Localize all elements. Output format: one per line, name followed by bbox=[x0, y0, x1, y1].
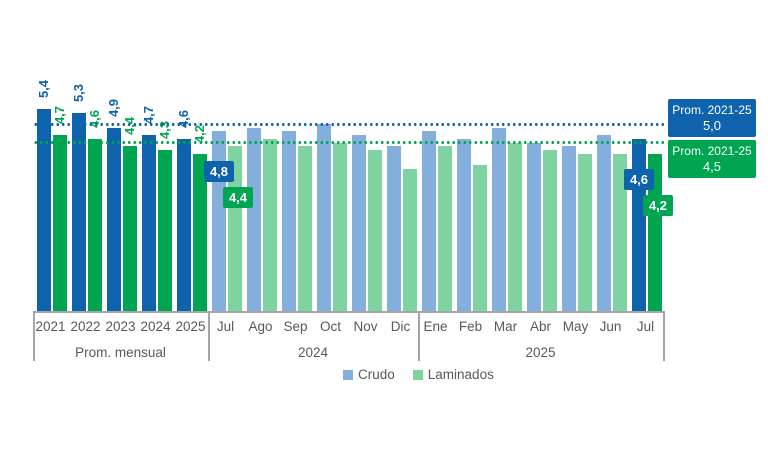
bar-crudo-abr-14 bbox=[527, 142, 541, 311]
bar-laminados-may-15 bbox=[578, 153, 592, 311]
refbox-crudo: Prom. 2021-25 5,0 bbox=[668, 99, 756, 137]
bar-laminados-abr-14 bbox=[543, 150, 557, 311]
axis-label-jul-5: Jul bbox=[216, 319, 235, 334]
legend: Crudo Laminados bbox=[343, 367, 494, 382]
refbox-line1: Prom. 2021-25 bbox=[672, 103, 752, 117]
bar-crudo-ene-11 bbox=[422, 131, 436, 311]
bar-crudo-2024-3 bbox=[142, 135, 156, 311]
legend-item-laminados: Laminados bbox=[412, 367, 494, 382]
bar-crudo-nov-9 bbox=[352, 135, 366, 311]
axis-label-may-15: May bbox=[562, 319, 589, 334]
axis-label-nov-9: Nov bbox=[353, 319, 378, 334]
bar-crudo-dic-10 bbox=[387, 146, 401, 311]
bar-crudo-2021-0 bbox=[37, 109, 51, 311]
bar-laminados-jul-17 bbox=[648, 153, 662, 311]
axis-label-2024-3: 2024 bbox=[140, 319, 171, 334]
value-label-crudo-2021: 5,4 bbox=[36, 80, 51, 99]
bar-crudo-sep-7 bbox=[282, 131, 296, 311]
value-label-crudo-2022: 5,3 bbox=[71, 83, 86, 102]
refbox-laminados: Prom. 2021-25 4,5 bbox=[668, 140, 756, 178]
axis-label-abr-14: Abr bbox=[529, 319, 551, 334]
bar-crudo-2025-4 bbox=[177, 138, 191, 311]
refbox-value: 5,0 bbox=[702, 118, 722, 133]
axis-divider-1 bbox=[208, 311, 210, 361]
axis-label-ago-6: Ago bbox=[248, 319, 273, 334]
axis-label-2025-4: 2025 bbox=[175, 319, 206, 334]
bar-crudo-jul-17 bbox=[632, 138, 646, 311]
bar-crudo-oct-8 bbox=[317, 124, 331, 311]
bar-crudo-jun-16 bbox=[597, 135, 611, 311]
axis-label-2023-2: 2023 bbox=[105, 319, 136, 334]
value-label-laminados-2025: 4,2 bbox=[192, 124, 207, 143]
refbox-value: 4,5 bbox=[702, 159, 722, 174]
bar-laminados-mar-13 bbox=[508, 142, 522, 311]
bar-laminados-ago-6 bbox=[263, 138, 277, 311]
callout-crudo-jul-5: 4,8 bbox=[204, 161, 234, 183]
bar-laminados-feb-12 bbox=[473, 165, 487, 311]
bar-crudo-mar-13 bbox=[492, 127, 506, 311]
axis-label-2021-0: 2021 bbox=[35, 319, 66, 334]
bar-laminados-2025-4 bbox=[193, 153, 207, 311]
axis-label-jun-16: Jun bbox=[599, 319, 622, 334]
value-label-crudo-2025: 4,6 bbox=[176, 109, 191, 128]
callout-laminados-jul-5: 4,4 bbox=[223, 187, 253, 209]
axis-label-jul-17: Jul bbox=[636, 319, 655, 334]
axis-label-ene-11: Ene bbox=[423, 319, 448, 334]
section-label-2025: 2025 bbox=[525, 345, 556, 360]
bar-laminados-nov-9 bbox=[368, 150, 382, 311]
axis-label-sep-7: Sep bbox=[283, 319, 308, 334]
bar-laminados-ene-11 bbox=[438, 146, 452, 311]
legend-swatch-laminados bbox=[412, 369, 423, 380]
legend-item-crudo: Crudo bbox=[343, 367, 395, 382]
axis-divider-3 bbox=[663, 311, 665, 361]
section-label-2024: 2024 bbox=[297, 345, 329, 360]
axis-label-feb-12: Feb bbox=[458, 319, 483, 334]
bar-laminados-oct-8 bbox=[333, 142, 347, 311]
axis-label-mar-13: Mar bbox=[493, 319, 518, 334]
bar-crudo-ago-6 bbox=[247, 127, 261, 311]
axis-label-oct-8: Oct bbox=[319, 319, 341, 334]
axis-label-dic-10: Dic bbox=[390, 319, 411, 334]
bar-laminados-2024-3 bbox=[158, 150, 172, 311]
refline-crudo bbox=[33, 122, 666, 126]
bar-crudo-feb-12 bbox=[457, 138, 471, 311]
refline-laminados bbox=[33, 141, 666, 145]
value-label-laminados-2021: 4,7 bbox=[52, 106, 67, 125]
axis-label-2022-1: 2022 bbox=[70, 319, 101, 334]
axis-divider-0 bbox=[33, 311, 35, 361]
bar-laminados-2021-0 bbox=[53, 135, 67, 311]
x-axis-line bbox=[33, 311, 663, 313]
section-label-prom-mensual: Prom. mensual bbox=[75, 345, 166, 360]
bar-crudo-jul-5 bbox=[212, 131, 226, 311]
bar-laminados-2022-1 bbox=[88, 138, 102, 311]
bar-laminados-jun-16 bbox=[613, 153, 627, 311]
refbox-line1: Prom. 2021-25 bbox=[672, 144, 752, 158]
legend-swatch-crudo bbox=[343, 369, 353, 380]
value-label-laminados-2022: 4,6 bbox=[87, 109, 102, 128]
callout-crudo-jul-17: 4,6 bbox=[624, 168, 654, 190]
bar-crudo-2023-2 bbox=[107, 127, 121, 311]
bar-crudo-may-15 bbox=[562, 146, 576, 311]
legend-label-laminados: Laminados bbox=[427, 367, 494, 382]
bar-laminados-sep-7 bbox=[298, 146, 312, 311]
bar-laminados-2023-2 bbox=[123, 146, 137, 311]
callout-laminados-jul-17: 4,2 bbox=[643, 194, 673, 216]
bar-crudo-2022-1 bbox=[72, 112, 86, 311]
axis-divider-2 bbox=[418, 311, 420, 361]
bar-laminados-dic-10 bbox=[403, 168, 417, 311]
value-label-crudo-2024: 4,7 bbox=[141, 106, 156, 125]
legend-label-crudo: Crudo bbox=[358, 367, 395, 382]
